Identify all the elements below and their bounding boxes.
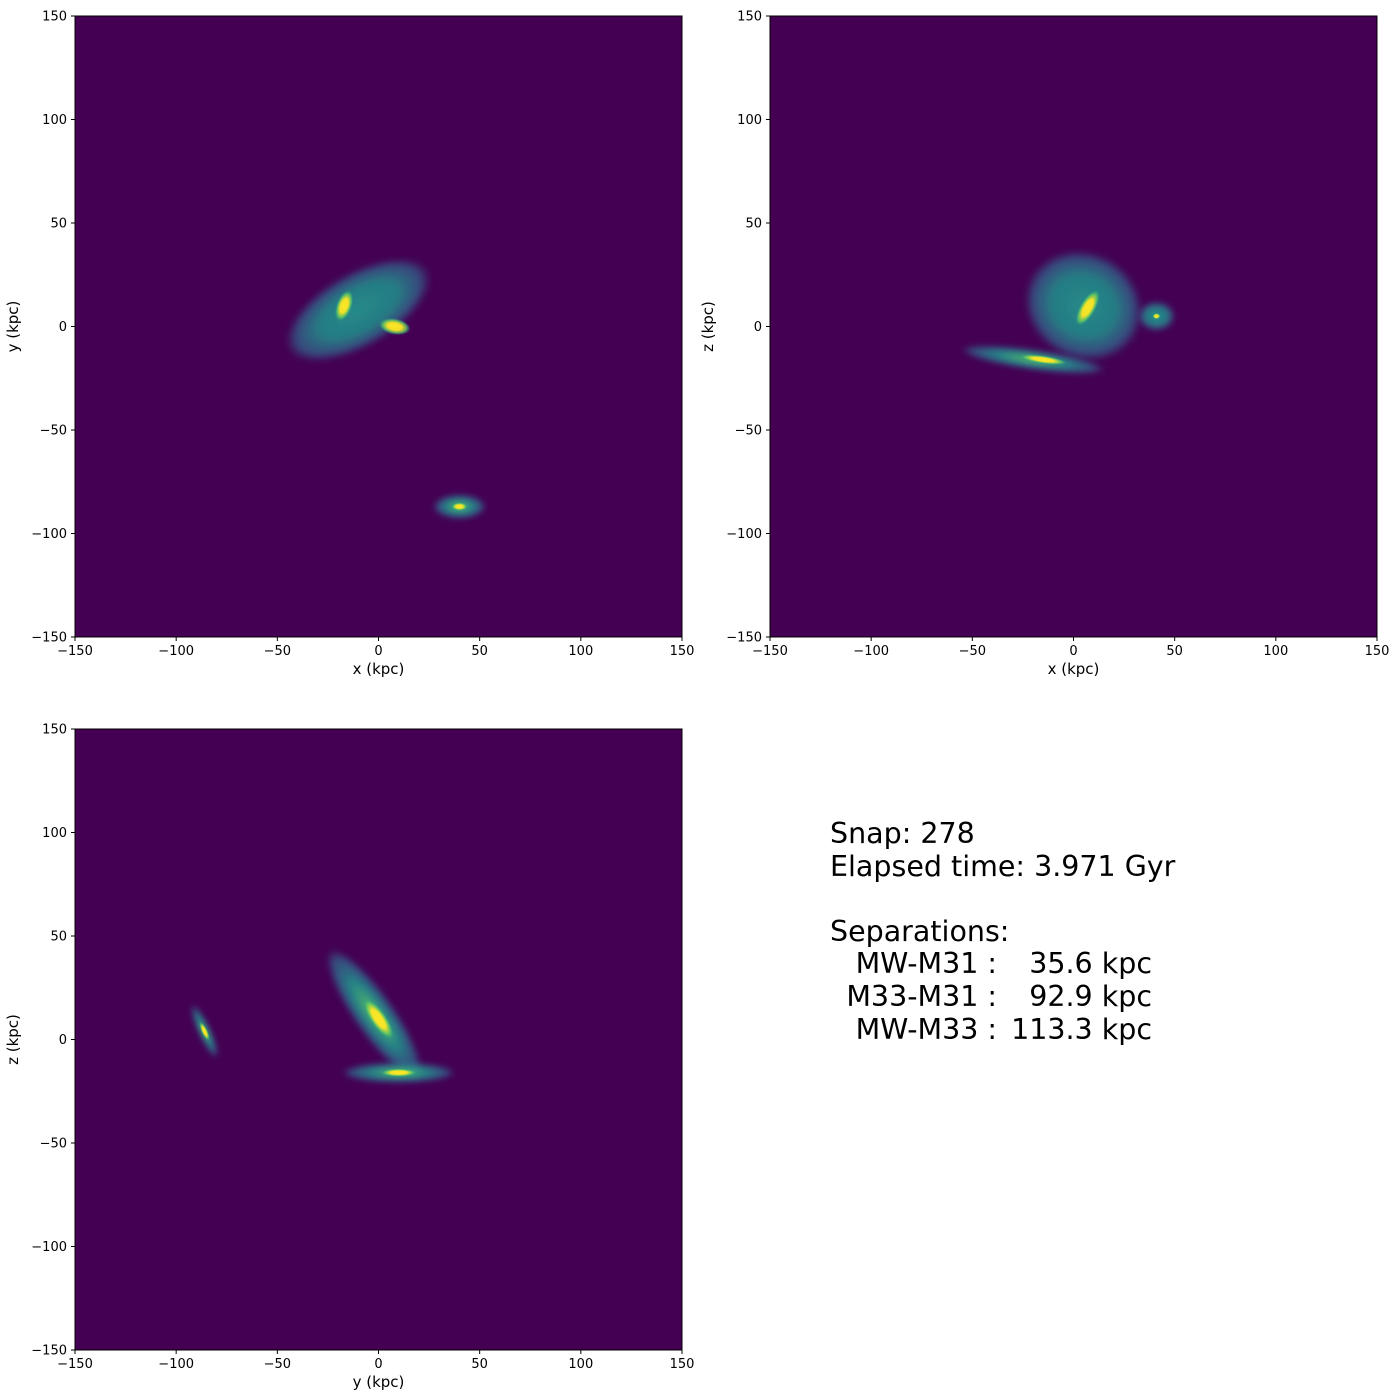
separation-row-mw-m31: MW-M31 : 35.6 kpc — [830, 948, 1175, 981]
x-tick-label: −150 — [752, 644, 788, 659]
x-tick-label: 100 — [1263, 644, 1288, 659]
x-tick-label: 0 — [374, 644, 382, 659]
spacer — [830, 883, 1175, 916]
separation-label: MW-M31 : — [855, 947, 997, 981]
y-tick-label: −50 — [40, 1137, 67, 1152]
y-tick-label: 50 — [50, 217, 67, 232]
density-blob — [362, 997, 395, 1040]
x-axis-label: y (kpc) — [353, 1373, 405, 1391]
y-tick-label: −100 — [31, 1240, 67, 1255]
y-tick-label: 100 — [42, 113, 67, 128]
separation-value: 113.3 kpc — [1011, 1012, 1152, 1046]
y-axis-label: z (kpc) — [699, 301, 717, 352]
separation-row-m33-m31: M33-M31 : 92.9 kpc — [830, 979, 1175, 1014]
y-tick-label: 0 — [754, 320, 762, 335]
y-tick-label: −150 — [31, 631, 67, 646]
density-blob — [199, 1021, 210, 1041]
density-blob — [334, 289, 354, 322]
y-tick-label: −150 — [31, 1344, 67, 1359]
y-axis-label: z (kpc) — [4, 1014, 22, 1065]
y-tick-label: 150 — [737, 10, 762, 25]
separation-value: 92.9 kpc — [1029, 979, 1152, 1013]
density-blob — [1152, 313, 1161, 320]
x-tick-label: 100 — [568, 1357, 593, 1372]
separation-label: M33-M31 : — [846, 979, 997, 1013]
info-text-block: Snap: 278 Elapsed time: 3.971 Gyr Separa… — [830, 817, 1176, 1047]
x-tick-label: −50 — [264, 644, 291, 659]
y-tick-label: 50 — [50, 930, 67, 945]
density-blob — [378, 317, 411, 336]
density-blob — [1019, 354, 1068, 365]
x-tick-label: 150 — [1365, 644, 1390, 659]
separation-row-mw-m33: MW-M33 : 113.3 kpc — [830, 1012, 1175, 1047]
y-tick-label: 0 — [59, 1033, 67, 1048]
x-tick-label: −100 — [853, 644, 889, 659]
separations-title: Separations: — [830, 914, 1010, 948]
x-tick-label: −150 — [57, 1357, 93, 1372]
separation-value: 35.6 kpc — [1029, 947, 1152, 981]
x-tick-label: 150 — [670, 644, 695, 659]
y-tick-label: −50 — [40, 424, 67, 439]
x-tick-label: −100 — [158, 1357, 194, 1372]
x-tick-label: −150 — [57, 644, 93, 659]
x-tick-label: −50 — [264, 1357, 291, 1372]
density-blob — [285, 258, 431, 362]
density-blob — [1075, 289, 1101, 327]
y-tick-label: −100 — [31, 527, 67, 542]
x-tick-label: 100 — [568, 644, 593, 659]
x-tick-label: −50 — [959, 644, 986, 659]
y-tick-label: 50 — [745, 217, 762, 232]
x-tick-label: 0 — [374, 1357, 382, 1372]
elapsed-time-label: Elapsed time: 3.971 Gyr — [830, 849, 1176, 883]
y-tick-label: 100 — [737, 113, 762, 128]
y-tick-label: −100 — [726, 527, 762, 542]
x-tick-label: 150 — [670, 1357, 695, 1372]
y-tick-label: −150 — [726, 631, 762, 646]
x-tick-label: 50 — [471, 644, 488, 659]
y-tick-label: 150 — [42, 723, 67, 738]
density-layer — [960, 250, 1175, 375]
density-layer — [191, 949, 456, 1083]
x-axis-label: x (kpc) — [353, 660, 405, 678]
density-blob — [451, 502, 468, 511]
x-tick-label: −100 — [158, 644, 194, 659]
y-tick-label: 0 — [59, 320, 67, 335]
x-axis-label: x (kpc) — [1048, 660, 1100, 678]
y-tick-label: 100 — [42, 826, 67, 841]
snap-label: Snap: 278 — [830, 817, 975, 850]
density-blob — [380, 1068, 417, 1077]
separation-label: MW-M33 : — [855, 1012, 997, 1046]
x-tick-label: 0 — [1069, 644, 1077, 659]
density-layer — [285, 258, 486, 520]
y-tick-label: 150 — [42, 10, 67, 25]
y-tick-label: −50 — [735, 424, 762, 439]
x-tick-label: 50 — [471, 1357, 488, 1372]
x-tick-label: 50 — [1166, 644, 1183, 659]
y-axis-label: y (kpc) — [4, 301, 22, 353]
